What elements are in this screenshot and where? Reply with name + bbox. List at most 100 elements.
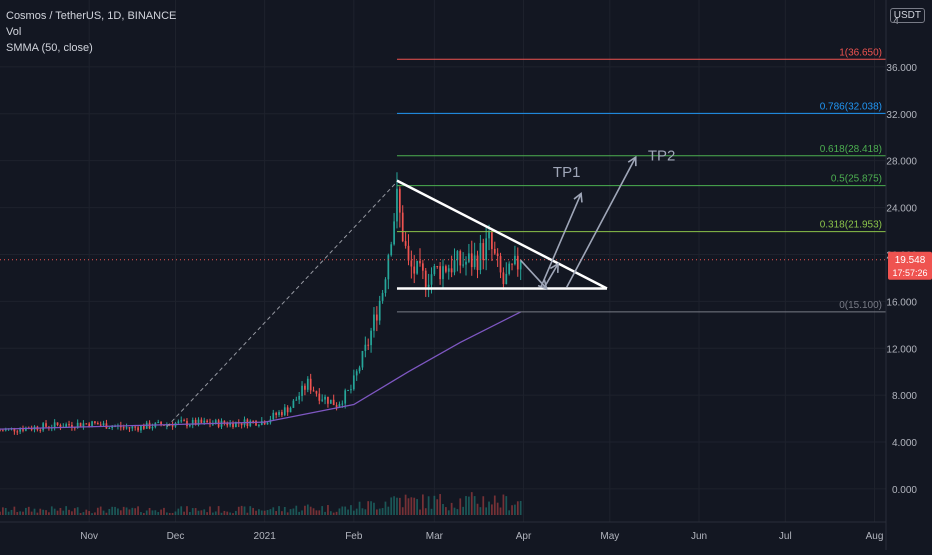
- candle-body: [373, 314, 375, 331]
- candle-body: [99, 424, 102, 426]
- volume-bar: [370, 501, 372, 515]
- smma-legend[interactable]: SMMA (50, close): [6, 42, 93, 54]
- volume-bar: [381, 508, 384, 515]
- target-arrow-2: [565, 156, 637, 288]
- fib-level-label: 1(36.650): [839, 47, 882, 58]
- candle-body: [407, 245, 410, 261]
- volume-bar: [309, 506, 312, 515]
- candle-body: [401, 212, 404, 242]
- volume-bar: [27, 506, 30, 515]
- volume-bar: [260, 510, 263, 515]
- volume-bar: [519, 500, 522, 515]
- candle-body: [183, 420, 185, 422]
- x-tick-label: May: [600, 531, 619, 542]
- candle-body: [134, 426, 137, 428]
- candle-body: [309, 378, 312, 391]
- candle-body: [479, 243, 482, 271]
- candle-body: [416, 260, 418, 274]
- target-arrow-1: [540, 193, 582, 288]
- volume-bar: [367, 501, 370, 515]
- volume-bar: [493, 495, 496, 515]
- candle-body: [200, 419, 203, 423]
- candle-body: [85, 423, 88, 425]
- candle-body: [318, 393, 321, 401]
- volume-bar: [436, 499, 439, 515]
- volume-bar: [99, 506, 102, 515]
- volume-bar: [295, 505, 298, 515]
- symbol-title[interactable]: Cosmos / TetherUS, 1D, BINANCE: [6, 10, 177, 22]
- volume-bar: [413, 497, 416, 515]
- volume-bar: [191, 508, 194, 515]
- candle-body: [502, 272, 505, 285]
- candle-body: [312, 390, 315, 392]
- candle-body: [283, 407, 286, 416]
- volume-bar: [318, 510, 321, 515]
- candle-body: [71, 424, 73, 428]
- volume-bar: [269, 509, 272, 515]
- volume-bar: [16, 511, 19, 515]
- candle-body: [442, 266, 444, 280]
- volume-bar: [422, 494, 424, 515]
- candle-body: [390, 244, 393, 256]
- candle-body: [424, 270, 427, 287]
- candle-body: [56, 422, 59, 426]
- volume-bar: [447, 510, 450, 515]
- volume-bar: [79, 513, 82, 515]
- volume-bar: [177, 508, 180, 515]
- volume-bar: [511, 505, 513, 515]
- candle-body: [171, 424, 174, 427]
- volume-bar: [33, 508, 36, 515]
- volume-bar: [355, 508, 358, 515]
- volume-bar: [505, 496, 508, 515]
- volume-bar: [263, 510, 266, 515]
- candle-body: [404, 241, 407, 246]
- candle-body: [341, 403, 344, 405]
- candle-body: [137, 427, 139, 431]
- candle-body: [19, 429, 21, 432]
- volume-bar: [71, 511, 73, 515]
- candle-body: [88, 423, 91, 427]
- candle-body: [22, 429, 24, 431]
- candle-body: [292, 400, 295, 408]
- candle-body: [232, 422, 234, 428]
- x-tick-label: Dec: [167, 531, 185, 542]
- volume-bar: [206, 512, 208, 515]
- candle-body: [272, 412, 275, 420]
- candle-body: [73, 427, 76, 429]
- candle-body: [281, 412, 283, 416]
- volume-bar: [108, 508, 111, 515]
- breakout-arrow: [542, 263, 559, 289]
- candle-body: [180, 420, 183, 422]
- candle-body: [122, 427, 125, 429]
- candle-body: [151, 427, 154, 429]
- candle-body: [329, 399, 332, 404]
- volume-bar: [312, 508, 315, 515]
- volume-bar: [488, 501, 490, 515]
- volume-bar: [281, 511, 283, 515]
- volume-bar: [82, 512, 85, 515]
- candle-body: [456, 251, 459, 261]
- volume-bar: [465, 496, 467, 515]
- currency-button[interactable]: USDT: [889, 8, 925, 23]
- volume-group: [0, 492, 522, 515]
- volume-bar: [304, 505, 306, 515]
- candle-body: [361, 350, 364, 368]
- volume-bar: [137, 506, 139, 515]
- volume-bar: [217, 506, 220, 515]
- candle-body: [188, 425, 191, 427]
- candle-body: [203, 420, 206, 423]
- candle-body: [128, 427, 131, 429]
- candle-body: [514, 255, 516, 265]
- triangle-resistance-line: [396, 179, 608, 290]
- target-arrow-1-head: [573, 191, 583, 203]
- volume-bar: [252, 507, 255, 515]
- candle-body: [482, 243, 485, 261]
- volume-bar: [212, 512, 214, 515]
- volume-bar: [344, 506, 347, 515]
- volume-bar: [249, 506, 252, 515]
- volume-legend[interactable]: Vol: [6, 26, 22, 38]
- y-tick-label: 36.000: [886, 63, 917, 74]
- volume-bar: [396, 497, 398, 515]
